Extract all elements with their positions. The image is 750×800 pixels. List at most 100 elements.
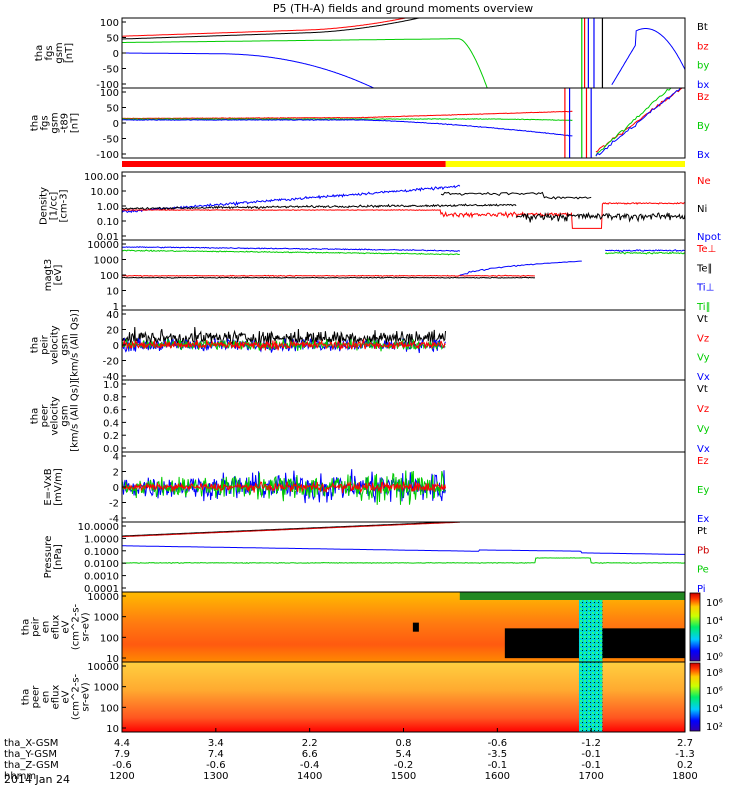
peer_velocity-ytick-label: 0.2 bbox=[103, 431, 119, 442]
peer_velocity-ytick-label: 0.6 bbox=[103, 406, 119, 417]
panels-group: 100500-50-100thafgsgsm[nT]Btbzbybx100500… bbox=[21, 17, 723, 735]
fgs-ytick-label: 100 bbox=[100, 18, 119, 29]
peer_spec-ylabel-line: (cm^2-s- bbox=[71, 673, 82, 720]
density-ne-line bbox=[122, 201, 685, 229]
fgs-ylabel-line: gsm bbox=[54, 42, 65, 63]
temperature-frame bbox=[121, 239, 686, 311]
temp-ti-par-line bbox=[122, 249, 460, 256]
efield-ytick-label: -4 bbox=[109, 514, 119, 525]
pressure-ytick-label: 0.0010 bbox=[84, 572, 119, 583]
fgs-t89-bx-line bbox=[122, 119, 573, 137]
fgs_t89-ytick-label: -100 bbox=[96, 150, 119, 161]
panel-fgs_t89: 100 50 0 -50 -100 thafgsgsm-t89[nT] Bz By Bx bbox=[30, 87, 710, 161]
fgs-bz-line bbox=[122, 18, 423, 37]
peer_velocity-ylabel: thapeervelocitygsm[km/s (All Qs)] bbox=[30, 380, 81, 452]
pressure-ytick-label: 0.0100 bbox=[84, 559, 119, 570]
legend-peer_velocity-3: Vx bbox=[697, 444, 710, 455]
peir_spec-ylabel-line: peir bbox=[31, 616, 42, 636]
peir_spec-colorbar-tick: 10² bbox=[706, 634, 723, 645]
xaxis-row-value: 1500 bbox=[391, 771, 416, 782]
density-plot-area bbox=[122, 184, 685, 229]
peir_velocity-ytick-label: -20 bbox=[103, 357, 119, 368]
xaxis-row-value: 3.4 bbox=[208, 738, 224, 749]
peer_velocity-ylabel-line: velocity bbox=[50, 396, 61, 435]
legend-peer_velocity-0: Vt bbox=[697, 384, 708, 395]
peer_spec-ylabel-line: sr-eV) bbox=[81, 682, 92, 711]
fgs-ylabel: thafgsgsm[nT] bbox=[34, 42, 75, 63]
fgs-plot-area bbox=[122, 18, 685, 88]
fgs-ylabel-line: [nT] bbox=[64, 43, 75, 63]
peir_spec-ylabel-line: (cm^2-s- bbox=[71, 603, 82, 650]
legend-temperature-1: Te∥ bbox=[696, 263, 713, 274]
density-ni-noise bbox=[515, 211, 685, 223]
peir_velocity-ylabel-line: velocity bbox=[50, 325, 61, 364]
fgs_t89-ylabel-line: fgs bbox=[40, 115, 51, 130]
xaxis-row-value: 6.6 bbox=[302, 749, 318, 760]
fgs-bx-line bbox=[122, 52, 460, 88]
peir_spec-ylabel: thapeirenefluxeV(cm^2-s-sr-eV) bbox=[21, 603, 92, 650]
peir_spec-colorbar-tick: 10⁰ bbox=[706, 652, 723, 663]
fgs-ytick-label: -50 bbox=[103, 65, 119, 76]
efield-ytick-label: 4 bbox=[113, 452, 119, 463]
fgs_t89-ytick-label: 50 bbox=[106, 104, 119, 115]
xaxis-row-value: -0.6 bbox=[112, 760, 132, 771]
fgs_t89-ylabel-line: tha bbox=[30, 115, 41, 131]
legend-density-2: Npot bbox=[697, 232, 721, 243]
efield-ytick-label: -2 bbox=[109, 499, 119, 510]
fgs-frame bbox=[121, 17, 686, 89]
peir-spec-black-blob bbox=[412, 622, 419, 632]
mode-bar-segment-0 bbox=[122, 161, 446, 167]
peer_velocity-ytick-label: 1.0 bbox=[103, 380, 119, 391]
pressure-plot-area bbox=[122, 522, 685, 564]
xaxis-row-value: -0.6 bbox=[206, 760, 226, 771]
pressure-ytick-label: 1.0000 bbox=[84, 534, 119, 545]
fgs-bt-line bbox=[122, 18, 423, 40]
pressure-ylabel-line: Pressure bbox=[43, 536, 54, 579]
legend-peir_velocity-2: Vy bbox=[697, 353, 710, 364]
legend-fgs-0: Bt bbox=[697, 22, 708, 33]
figure-title: P5 (TH-A) fields and ground moments over… bbox=[273, 2, 533, 15]
xaxis-row-value: 7.9 bbox=[114, 749, 130, 760]
peir_velocity-ytick-label: 20 bbox=[106, 326, 119, 337]
temp-te-par-line bbox=[122, 276, 536, 279]
panel-peer_spec: 10000 1000 100 10 thapeerenefluxeV(cm^2-s-sr… bbox=[21, 661, 723, 735]
peir_velocity-ytick-label: 40 bbox=[106, 310, 119, 321]
legend-peir_velocity-1: Vz bbox=[697, 333, 709, 344]
peir_velocity-ylabel-line: [km/s (All Qs)] bbox=[70, 309, 81, 381]
xaxis-row-value: 2.2 bbox=[302, 738, 318, 749]
peir_spec-ylabel-line: sr-eV) bbox=[81, 612, 92, 641]
temperature-plot-area bbox=[122, 246, 685, 279]
density-ylabel: Density[1/cc][cm-3] bbox=[39, 187, 70, 225]
peir_velocity-ylabel-line: peir bbox=[40, 334, 51, 354]
panel-peir_velocity: 40 20 0 -20 -40 thapeirvelocitygsm[km/s (All … bbox=[30, 309, 710, 383]
legend-temperature-2: Ti⊥ bbox=[696, 283, 714, 294]
peir_velocity-ylabel: thapeirvelocitygsm[km/s (All Qs)] bbox=[30, 309, 81, 381]
fgs-t89-by-recovery bbox=[595, 88, 685, 156]
peir_spec-ytick-label: 1000 bbox=[94, 613, 119, 624]
xaxis-row-value: -0.6 bbox=[488, 738, 508, 749]
efield-ytick-label: 0 bbox=[113, 483, 119, 494]
fgs-bx-line-late bbox=[611, 28, 685, 86]
legend-peir_velocity-3: Vx bbox=[697, 372, 710, 383]
xaxis-row-value: -0.2 bbox=[394, 760, 414, 771]
peer-spec-cyan-band bbox=[578, 662, 603, 732]
efield-trace-2 bbox=[122, 481, 446, 494]
pressure-ytick-label: 10.0000 bbox=[78, 522, 119, 533]
peir_velocity-ytick-label: -40 bbox=[103, 372, 119, 383]
xaxis-row-value: -1.2 bbox=[581, 738, 601, 749]
peer_spec-ylabel-line: eV bbox=[61, 690, 72, 703]
xaxis-row-value: -0.1 bbox=[581, 749, 601, 760]
panel-efield: 4 2 0 -2 -4 E=-VxB[mV/m] Ez Ey Ex bbox=[43, 451, 709, 525]
legend-fgs_t89-2: Bx bbox=[697, 150, 710, 161]
date-label: 2014 Jan 24 bbox=[4, 773, 70, 786]
peir_spec-ylabel-line: en bbox=[41, 621, 52, 634]
peer_spec-ytick-label: 10 bbox=[106, 724, 119, 735]
legend-temperature-3: Ti∥ bbox=[696, 302, 711, 313]
xaxis-row-value: 1700 bbox=[578, 771, 603, 782]
fgs_t89-ylabel-line: -t89 bbox=[60, 113, 71, 133]
temperature-ytick-label: 10000 bbox=[87, 240, 119, 251]
peer_velocity-ylabel-line: gsm bbox=[60, 405, 71, 426]
peir_spec-ytick-label: 100 bbox=[100, 633, 119, 644]
legend-fgs-2: by bbox=[697, 61, 709, 72]
peer_velocity-ylabel-line: [km/s (All Qs)] bbox=[70, 380, 81, 452]
